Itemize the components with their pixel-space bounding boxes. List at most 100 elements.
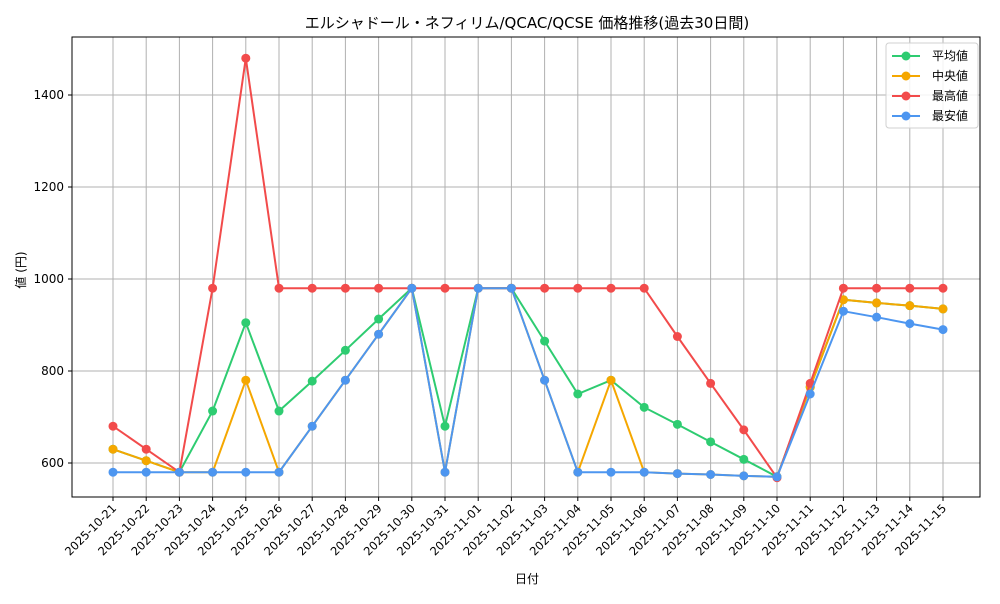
data-point xyxy=(838,283,848,293)
data-point xyxy=(672,469,682,479)
data-point xyxy=(241,467,251,477)
data-point xyxy=(340,375,350,385)
data-point xyxy=(540,375,550,385)
data-point xyxy=(374,329,384,339)
data-point xyxy=(307,283,317,293)
data-point xyxy=(340,283,350,293)
y-axis-label: 値 (円) xyxy=(13,251,28,288)
data-point xyxy=(108,467,118,477)
data-point xyxy=(440,421,450,431)
series-line xyxy=(108,283,948,482)
data-point xyxy=(606,283,616,293)
legend-label: 最高値 xyxy=(932,88,968,103)
data-point xyxy=(606,375,616,385)
data-point xyxy=(739,454,749,464)
data-point xyxy=(307,421,317,431)
data-point xyxy=(208,467,218,477)
line-path xyxy=(113,285,944,478)
data-point xyxy=(374,314,384,324)
y-axis: 600 800 1000 1200 1400 xyxy=(33,88,72,470)
data-point xyxy=(540,336,550,346)
data-point xyxy=(905,301,915,311)
x-axis-label: 日付 xyxy=(515,572,539,586)
legend-marker xyxy=(901,91,911,101)
data-point xyxy=(174,467,184,477)
data-point xyxy=(838,306,848,316)
data-point xyxy=(905,319,915,329)
data-point xyxy=(706,437,716,447)
data-point xyxy=(241,318,251,328)
data-point xyxy=(639,283,649,293)
data-point xyxy=(473,283,483,293)
data-point xyxy=(141,444,151,454)
legend-item: 平均値 xyxy=(892,48,968,63)
data-point xyxy=(374,283,384,293)
data-point xyxy=(274,283,284,293)
chart-title: エルシャドール・ネフィリム/QCAC/QCSE 価格推移(過去30日間) xyxy=(305,14,749,32)
legend-label: 平均値 xyxy=(932,48,968,63)
data-point xyxy=(938,325,948,335)
data-point xyxy=(208,283,218,293)
data-point xyxy=(772,472,782,482)
data-point xyxy=(340,345,350,355)
data-point xyxy=(905,283,915,293)
data-point xyxy=(573,389,583,399)
data-point xyxy=(208,406,218,416)
legend-label: 中央値 xyxy=(932,68,968,83)
y-tick-label: 1000 xyxy=(33,272,64,286)
data-point xyxy=(739,471,749,481)
data-point xyxy=(440,467,450,477)
series-line xyxy=(108,283,948,482)
data-point xyxy=(407,283,417,293)
series-line xyxy=(108,53,948,483)
data-point xyxy=(805,389,815,399)
data-point xyxy=(274,467,284,477)
data-point xyxy=(706,470,716,479)
data-point xyxy=(241,53,251,63)
y-tick-label: 800 xyxy=(41,364,64,378)
line-path xyxy=(112,58,943,480)
data-point xyxy=(506,283,516,293)
legend-label: 最安値 xyxy=(932,108,968,123)
legend-marker xyxy=(901,51,911,61)
data-point xyxy=(639,402,649,412)
legend-marker xyxy=(901,71,911,81)
data-point xyxy=(108,421,118,431)
data-point xyxy=(573,467,583,477)
data-point xyxy=(706,378,716,388)
line-path xyxy=(112,286,944,479)
data-point xyxy=(606,467,616,477)
data-point xyxy=(440,283,450,293)
legend-item: 最安値 xyxy=(892,108,968,123)
data-point xyxy=(872,283,882,293)
data-point xyxy=(805,378,815,388)
data-point xyxy=(540,283,550,293)
data-point xyxy=(672,419,682,429)
data-point xyxy=(141,456,151,466)
y-tick-label: 600 xyxy=(41,456,64,470)
data-point xyxy=(639,467,649,477)
data-point xyxy=(141,467,151,477)
gridlines xyxy=(72,37,980,497)
data-point xyxy=(241,375,251,385)
legend-box xyxy=(885,42,979,129)
legend-item: 中央値 xyxy=(892,68,968,83)
data-point xyxy=(307,376,317,386)
data-point xyxy=(872,298,882,308)
y-tick-label: 1200 xyxy=(33,180,64,194)
plot-frame xyxy=(71,36,981,498)
data-point xyxy=(872,312,882,322)
data-point xyxy=(739,425,749,435)
x-axis: 2025-10-212025-10-222025-10-232025-10-24… xyxy=(62,497,949,558)
legend-item: 最高値 xyxy=(892,88,968,103)
series-lines xyxy=(108,53,948,483)
y-tick-label: 1400 xyxy=(33,88,64,102)
data-point xyxy=(573,283,583,293)
data-point xyxy=(938,304,948,314)
data-point xyxy=(672,332,682,341)
legend-marker xyxy=(901,111,911,121)
data-point xyxy=(938,283,948,293)
